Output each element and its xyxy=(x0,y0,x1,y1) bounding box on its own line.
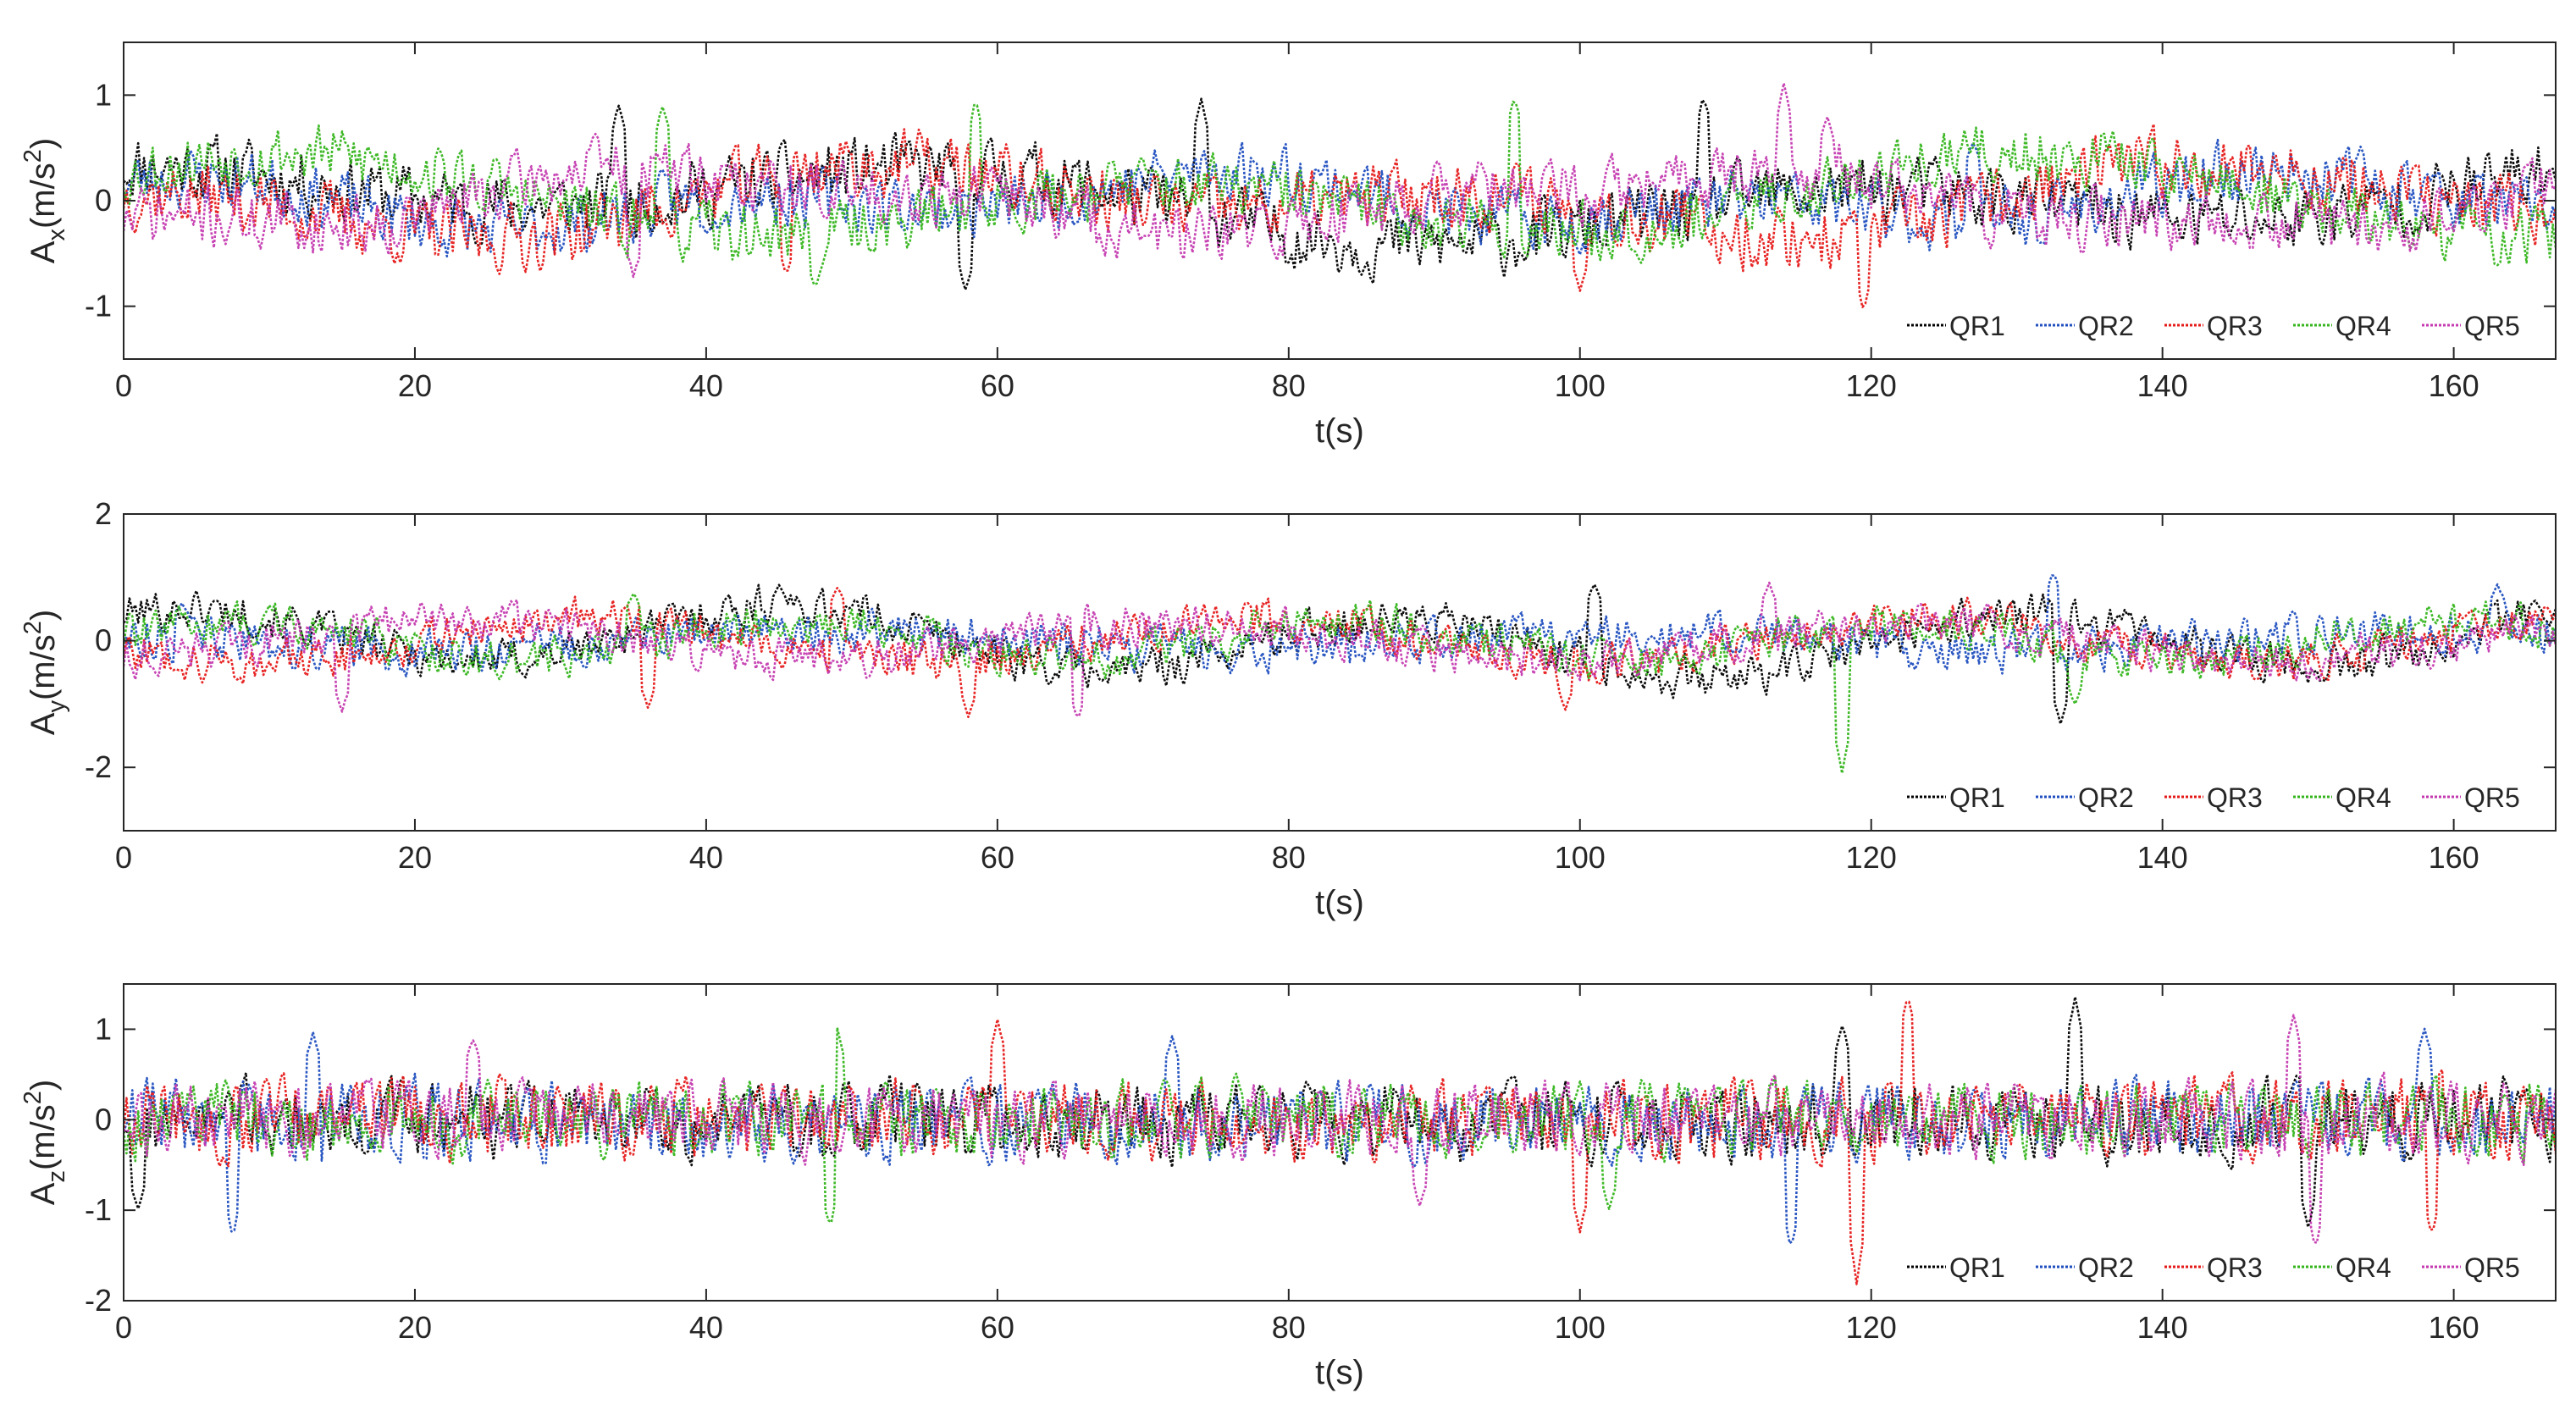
y-label-superscript: 2 xyxy=(19,621,47,634)
panel-3: 0 20 40 60 80 100 120 140 160 -2 -1 0 1 t(s) Az(m/s2) Q… xyxy=(19,983,2557,1391)
series-qr4-line xyxy=(124,592,2556,775)
series-qr5-line xyxy=(124,1014,2556,1244)
x-tick-label: 120 xyxy=(1846,368,1897,403)
axes-box xyxy=(123,513,2557,832)
x-axis-label: t(s) xyxy=(1315,412,1364,450)
legend-label-qr5: QR5 xyxy=(2464,782,2520,813)
x-tick-label: 140 xyxy=(2137,1310,2188,1345)
y-tick-label: 1 xyxy=(95,1011,112,1046)
y-label-unit: (m/s xyxy=(25,634,62,700)
y-label-superscript: 2 xyxy=(19,149,47,163)
legend-label-qr1: QR1 xyxy=(1949,1252,2005,1283)
y-label-unit: (m/s xyxy=(25,1104,62,1170)
series-group xyxy=(124,574,2556,775)
y-tick-label: 1 xyxy=(95,77,112,112)
x-tick-label: 20 xyxy=(398,1310,432,1345)
x-tick-label: 120 xyxy=(1846,840,1897,875)
series-qr5-line xyxy=(124,581,2556,717)
x-tick-label: 160 xyxy=(2429,840,2479,875)
y-tick-label: -1 xyxy=(85,1192,112,1227)
x-tick-label: 80 xyxy=(1272,840,1306,875)
x-tick-label: 40 xyxy=(689,368,723,403)
x-tick-label: 60 xyxy=(981,840,1014,875)
legend-label-qr5: QR5 xyxy=(2464,1252,2520,1283)
y-label-superscript: 2 xyxy=(19,1091,47,1104)
legend: QR1 QR2 QR3 QR4 QR5 xyxy=(1907,311,2520,341)
x-axis-label: t(s) xyxy=(1315,884,1364,921)
y-tick-label: 0 xyxy=(95,183,112,218)
axes-box xyxy=(123,983,2557,1302)
legend-label-qr5: QR5 xyxy=(2464,311,2520,341)
y-tick-label: -2 xyxy=(85,1283,112,1318)
plot-area xyxy=(124,514,2556,831)
legend: QR1 QR2 QR3 QR4 QR5 xyxy=(1907,1252,2520,1283)
x-tick-label: 0 xyxy=(115,1310,132,1345)
y-axis-label: Az(m/s2) xyxy=(19,1080,70,1205)
panels: 0 20 40 60 80 100 120 140 160-101t(s)Ax(m/s2)QR1… xyxy=(19,41,2557,1391)
panel-2: 0 20 40 60 80 100 120 140 160-202t(s)Ay(m/s2)QR1… xyxy=(19,496,2557,921)
x-tick-label: 100 xyxy=(1555,368,1606,403)
x-tick-label: 0 xyxy=(115,840,132,875)
x-tick-label: 100 xyxy=(1555,1310,1606,1345)
y-tick-label: -1 xyxy=(85,289,112,323)
x-tick-label: 80 xyxy=(1272,1310,1306,1345)
x-tick-label: 140 xyxy=(2137,840,2188,875)
x-tick-label: 40 xyxy=(689,1310,723,1345)
series-qr4-line xyxy=(124,100,2556,286)
legend-label-qr2: QR2 xyxy=(2078,311,2134,341)
x-tick-label: 140 xyxy=(2137,368,2188,403)
y-label-unit: (m/s xyxy=(25,163,62,229)
y-axis-label: Ay(m/s2) xyxy=(19,610,70,735)
x-axis-label: t(s) xyxy=(1315,1354,1364,1391)
y-axis-label: Ax(m/s2) xyxy=(19,138,70,263)
y-label-subscript: x xyxy=(43,229,70,241)
legend-label-qr1: QR1 xyxy=(1949,311,2005,341)
legend-label-qr3: QR3 xyxy=(2207,311,2263,341)
x-tick-label: 60 xyxy=(981,1310,1014,1345)
x-tick-label: 100 xyxy=(1555,840,1606,875)
series-qr3-line xyxy=(124,123,2556,308)
legend-label-qr2: QR2 xyxy=(2078,1252,2134,1283)
y-label-close: ) xyxy=(25,610,62,621)
series-qr1-line xyxy=(124,996,2556,1229)
x-tick-label: 20 xyxy=(398,840,432,875)
legend-label-qr3: QR3 xyxy=(2207,782,2263,813)
x-tick-label: 80 xyxy=(1272,368,1306,403)
x-tick-label: 40 xyxy=(689,840,723,875)
x-tick-label: 60 xyxy=(981,368,1014,403)
y-tick-label: 2 xyxy=(95,496,112,531)
y-tick-label: -2 xyxy=(85,749,112,784)
series-group xyxy=(124,82,2556,308)
legend-label-qr4: QR4 xyxy=(2336,782,2391,813)
legend: QR1 QR2 QR3 QR4 QR5 xyxy=(1907,782,2520,813)
legend-label-qr4: QR4 xyxy=(2336,1252,2391,1283)
y-label-base: A xyxy=(25,240,62,263)
legend-label-qr1: QR1 xyxy=(1949,782,2005,813)
y-label-base: A xyxy=(25,1182,62,1205)
x-tick-label: 160 xyxy=(2429,1310,2479,1345)
legend-label-qr2: QR2 xyxy=(2078,782,2134,813)
y-label-base: A xyxy=(25,712,62,735)
x-tick-label: 160 xyxy=(2429,368,2479,403)
y-label-subscript: z xyxy=(43,1170,70,1183)
x-tick-label: 120 xyxy=(1846,1310,1897,1345)
y-tick-label: 0 xyxy=(95,1102,112,1136)
series-group xyxy=(124,996,2556,1285)
y-label-close: ) xyxy=(25,1080,62,1091)
legend-label-qr4: QR4 xyxy=(2336,311,2391,341)
y-tick-label: 0 xyxy=(95,623,112,658)
panel-1: 0 20 40 60 80 100 120 140 160 -1 0 1 t(s) Ax(m/s2) QR1… xyxy=(19,41,2557,450)
x-tick-label: 0 xyxy=(115,368,132,403)
series-qr1-line xyxy=(124,97,2556,291)
x-tick-label: 20 xyxy=(398,368,432,403)
y-label-close: ) xyxy=(25,138,62,149)
legend-label-qr3: QR3 xyxy=(2207,1252,2263,1283)
series-qr4-line xyxy=(124,1026,2556,1224)
series-qr1-line xyxy=(124,583,2556,725)
y-label-subscript: y xyxy=(43,700,70,713)
